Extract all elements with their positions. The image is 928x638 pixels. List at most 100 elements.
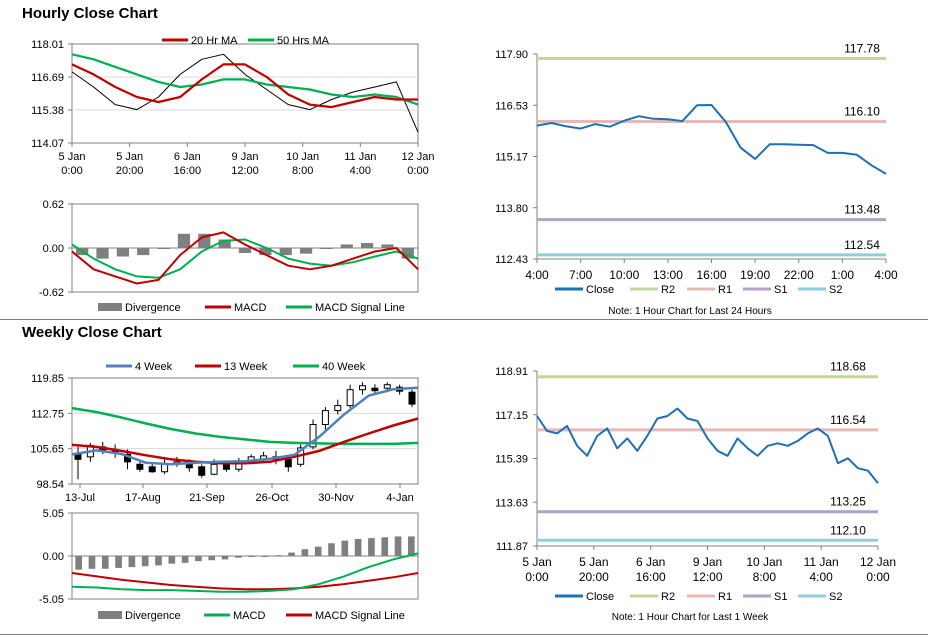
weekly-candle-body	[321, 410, 329, 426]
weekly-macd-divergence-bar	[195, 556, 202, 562]
weekly-macd-divergence-bar	[115, 556, 122, 568]
hourly-price-y-tick-label: 114.07	[31, 138, 64, 150]
hourly-close-x-tick-label: 22:00	[784, 268, 814, 282]
weekly-candle-body	[222, 463, 230, 470]
hourly-section-title: Hourly Close Chart	[22, 5, 158, 22]
hourly-legend-50hr-ma-label: 50 Hrs MA	[277, 35, 330, 47]
weekly-macd-divergence-bar	[88, 556, 96, 569]
hourly-price-x-tick-label: 16:00	[174, 165, 202, 177]
hourly-price-y-tick-label: 116.69	[31, 72, 64, 84]
weekly-candle-body	[210, 463, 218, 475]
hourly-close-y-tick-label: 113.80	[495, 203, 528, 215]
weekly-macd-divergence-bar	[328, 543, 335, 556]
weekly-macd-divergence-bar	[408, 536, 415, 556]
weekly-price-x-tick-label: 17-Aug	[125, 492, 160, 504]
hourly-close-level-label-s2: 112.54	[844, 238, 880, 252]
weekly-macd-divergence-bar	[248, 556, 255, 557]
hourly-price-50hr-ma-line	[71, 53, 419, 106]
hourly-close-x-tick-label: 4:00	[874, 268, 898, 282]
hourly-close-y-tick-label: 116.53	[495, 100, 528, 112]
weekly-close-x-tick-label: 20:00	[579, 570, 609, 584]
weekly-legend-13wk-label: 13 Week	[224, 361, 268, 373]
hourly-macd-divergence-bar	[116, 248, 129, 257]
hourly-close-x-tick-label: 19:00	[740, 268, 770, 282]
hourly-price-x-tick-label: 20:00	[116, 165, 144, 177]
weekly-candle-body	[161, 463, 169, 473]
weekly-macd-divergence-bar	[274, 555, 282, 557]
weekly-section-title: Weekly Close Chart	[22, 324, 162, 341]
hourly-close-y-tick-label: 117.90	[495, 49, 528, 61]
weekly-close-legend-s2-label: S2	[829, 591, 842, 603]
weekly-candle-body	[371, 387, 379, 392]
hourly-price-x-tick-label: 12:00	[231, 165, 259, 177]
hourly-macd-divergence-bar	[340, 244, 353, 248]
weekly-close-y-tick-label: 113.63	[495, 497, 528, 509]
weekly-macd-legend-divergence-label: Divergence	[125, 610, 181, 622]
weekly-price-x-tick-label: 26-Oct	[255, 492, 288, 504]
weekly-macd-divergence-bar	[155, 556, 162, 566]
weekly-price-frame	[71, 377, 419, 485]
weekly-macd-divergence-bar	[394, 536, 402, 556]
hourly-legend-20hr-ma-label: 20 Hr MA	[191, 35, 238, 47]
weekly-price-x-tick-label: 21-Sep	[189, 492, 224, 504]
weekly-close-legend-close-label: Close	[586, 591, 614, 603]
weekly-close-x-tick-label: 6 Jan	[636, 555, 665, 569]
hourly-price-x-tick-label: 10 Jan	[286, 151, 319, 163]
weekly-close-x-tick-label: 0:00	[525, 570, 549, 584]
weekly-macd-y-tick-label: -5.05	[39, 594, 64, 606]
hourly-price-x-tick-label: 4:00	[350, 165, 371, 177]
weekly-candle-body	[148, 466, 156, 473]
weekly-price-4wk-line	[71, 386, 419, 466]
bottom-divider	[0, 634, 928, 635]
weekly-close-y-tick-label: 117.15	[495, 410, 528, 422]
weekly-macd-y-tick-label: 0.00	[43, 551, 64, 563]
hourly-price-y-tick-label: 118.01	[31, 39, 64, 51]
hourly-macd-divergence-bar	[299, 248, 313, 254]
weekly-close-legend-r1-label: R1	[718, 591, 732, 603]
weekly-macd-divergence-bar	[341, 540, 349, 556]
hourly-close-x-tick-label: 10:00	[609, 268, 639, 282]
hourly-close-close-line	[536, 104, 887, 175]
hourly-macd-divergence-bar	[137, 248, 150, 256]
weekly-price-x-tick-label: 13-Jul	[65, 492, 95, 504]
weekly-price-y-tick-label: 119.85	[31, 373, 64, 385]
weekly-close-x-tick-label: 16:00	[636, 570, 666, 584]
weekly-close-x-tick-label: 0:00	[866, 570, 890, 584]
weekly-close-level-label-s1: 113.25	[830, 495, 866, 509]
weekly-close-level-label-r1: 116.54	[830, 413, 866, 427]
weekly-price-40wk-line	[71, 406, 419, 446]
weekly-macd-divergence-bar	[354, 538, 362, 556]
weekly-macd-divergence-bar	[75, 556, 82, 570]
hourly-close-x-tick-label: 1:00	[831, 268, 855, 282]
hourly-price-frame	[71, 43, 419, 144]
hourly-macd-line	[71, 231, 419, 285]
hourly-price-x-tick-label: 12 Jan	[401, 151, 434, 163]
weekly-close-x-tick-label: 5 Jan	[522, 555, 551, 569]
hourly-macd-legend-macd-label: MACD	[234, 302, 266, 314]
hourly-close-legend-s1-label: S1	[774, 284, 787, 296]
hourly-close-level-label-s1: 113.48	[844, 203, 880, 217]
weekly-macd-divergence-bar	[128, 556, 136, 568]
hourly-price-x-tick-label: 8:00	[292, 165, 313, 177]
hourly-close-y-tick-label: 115.17	[495, 152, 528, 164]
hourly-macd-divergence-bar	[218, 239, 231, 248]
weekly-macd-divergence-bar	[235, 556, 242, 558]
weekly-macd-legend-macd-label: MACD	[233, 610, 265, 622]
hourly-macd-divergence-bar	[401, 248, 414, 259]
weekly-close-x-tick-label: 9 Jan	[693, 555, 722, 569]
weekly-candle-body	[359, 385, 367, 391]
hourly-macd-divergence-bar	[157, 248, 170, 249]
hourly-macd-divergence-bar	[259, 248, 272, 256]
weekly-close-x-tick-label: 11 Jan	[804, 555, 839, 569]
hourly-close-x-tick-label: 4:00	[525, 268, 549, 282]
weekly-macd-divergence-bar	[141, 556, 149, 567]
weekly-macd-divergence-bar	[261, 556, 269, 557]
hourly-close-y-tick-label: 112.43	[495, 254, 528, 266]
hourly-price-x-tick-label: 5 Jan	[116, 151, 143, 163]
weekly-macd-line	[71, 552, 419, 593]
weekly-macd-divergence-bar	[314, 546, 322, 556]
weekly-close-level-label-s2: 112.10	[830, 523, 866, 537]
weekly-candle-body	[334, 405, 342, 412]
weekly-candle-body	[136, 463, 144, 470]
